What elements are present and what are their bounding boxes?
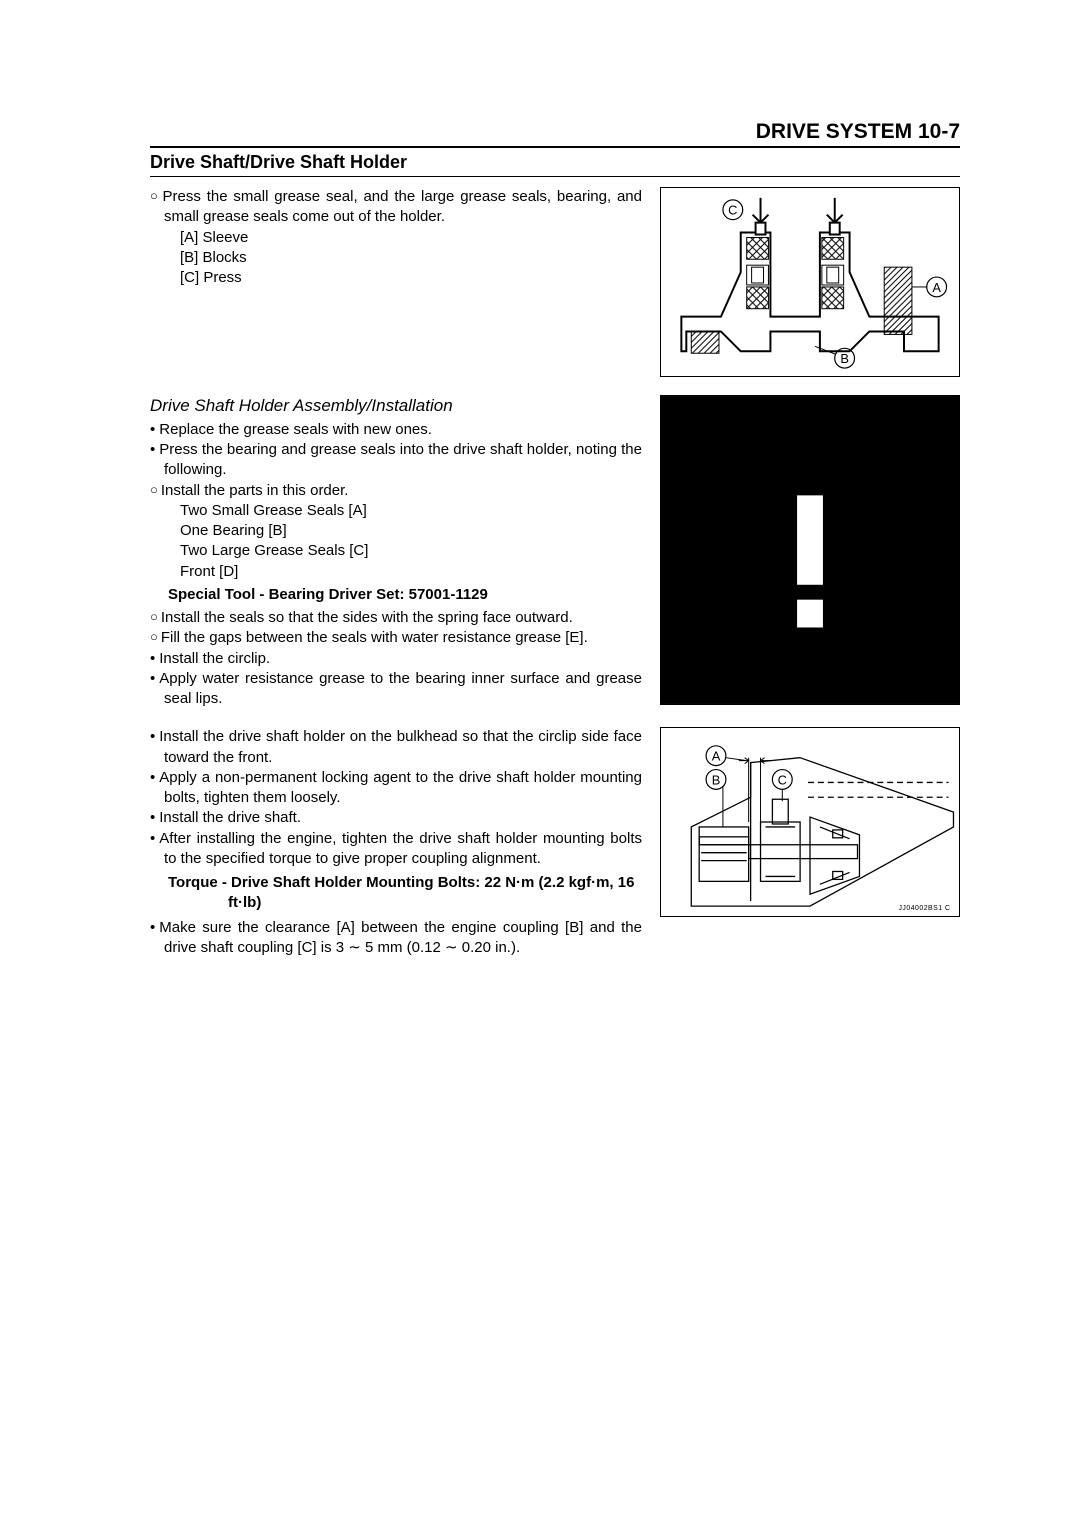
block-install-text: Install the drive shaft holder on the bu… [150,727,642,958]
section-title: Drive Shaft/Drive Shaft Holder [150,152,960,177]
inst-b1: Install the drive shaft holder on the bu… [150,727,642,768]
fig3-code: JJ04002BS1 C [898,906,950,913]
fig3-label-a: A [712,749,721,764]
figure-2-svg [660,395,960,705]
block-assembly-text: Drive Shaft Holder Assembly/Installation… [150,395,642,709]
block-press-text: Press the small grease seal, and the lar… [150,187,642,288]
figure-1: C A B [660,187,960,377]
block-press: Press the small grease seal, and the lar… [150,187,960,377]
inst-b3: Install the drive shaft. [150,808,642,828]
figure-1-svg: C A B [660,187,960,377]
page-header: DRIVE SYSTEM 10-7 [150,120,960,148]
inst-b4: After installing the engine, tighten the… [150,829,642,870]
block-assembly: Drive Shaft Holder Assembly/Installation… [150,395,960,709]
label-a: [A] Sleeve [150,228,642,248]
asm-l3: Two Large Grease Seals [C] [150,541,642,561]
asm-b1: Replace the grease seals with new ones. [150,420,642,440]
asm-o3: Fill the gaps between the seals with wat… [150,628,642,648]
asm-l1: Two Small Grease Seals [A] [150,501,642,521]
press-paragraph: Press the small grease seal, and the lar… [150,187,642,228]
figure-2 [660,395,960,705]
asm-b3: Install the circlip. [150,649,642,669]
fig3-label-b: B [712,773,721,788]
asm-b4: Apply water resistance grease to the bea… [150,669,642,710]
block-install: Install the drive shaft holder on the bu… [150,727,960,958]
fig1-label-b: B [840,351,849,366]
asm-o2: Install the seals so that the sides with… [150,608,642,628]
figure-3-svg: A B C JJ04002BS1 C [660,727,960,917]
label-b: [B] Blocks [150,248,642,268]
figure-3: A B C JJ04002BS1 C [660,727,960,917]
inst-b2: Apply a non-permanent locking agent to t… [150,768,642,809]
assembly-heading: Drive Shaft Holder Assembly/Installation [150,395,642,418]
asm-l2: One Bearing [B] [150,521,642,541]
fig3-label-c: C [778,773,787,788]
fig1-label-c: C [728,203,737,218]
label-c: [C] Press [150,268,642,288]
inst-b5: Make sure the clearance [A] between the … [150,918,642,959]
asm-b2: Press the bearing and grease seals into … [150,440,642,481]
inst-torque: Torque - Drive Shaft Holder Mounting Bol… [150,873,642,914]
asm-special-tool: Special Tool - Bearing Driver Set: 57001… [150,585,642,605]
fig1-label-a: A [932,280,941,295]
asm-l4: Front [D] [150,562,642,582]
asm-o1: Install the parts in this order. [150,481,642,501]
